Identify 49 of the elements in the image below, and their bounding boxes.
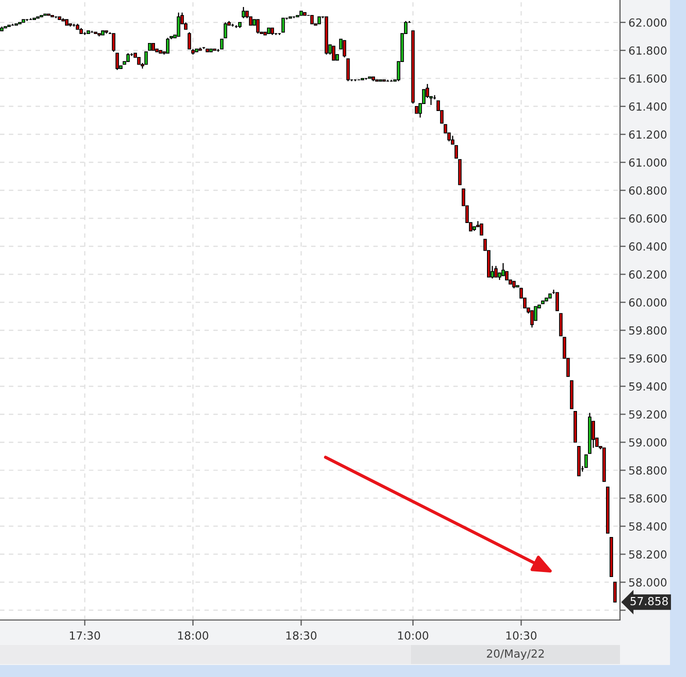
candlestick [346, 58, 350, 82]
candlestick [342, 40, 346, 58]
y-tick-label: 58.400 [629, 522, 666, 531]
y-tick-label: 59.800 [629, 326, 666, 335]
candlestick [501, 262, 505, 276]
candlestick [613, 582, 617, 603]
y-tick-label: 58.800 [629, 466, 666, 475]
candlestick [220, 38, 224, 50]
candlestick [224, 22, 228, 38]
candlestick [116, 52, 119, 71]
text: 57.858 [630, 596, 668, 606]
x-tick-label: 10:30 [506, 631, 536, 640]
y-tick-label: 58.600 [629, 494, 666, 503]
y-tick-label: 61.200 [629, 130, 666, 139]
candlestick [559, 313, 563, 336]
candlestick [242, 6, 246, 19]
y-tick-label: 62.000 [629, 18, 666, 27]
candlestick [556, 292, 559, 312]
y-tick-label: 59.600 [629, 354, 666, 363]
y-tick-label: 61.600 [629, 74, 666, 83]
y-tick-label: 60.200 [629, 270, 666, 279]
candlestick [281, 18, 285, 33]
x-tick-label: 10:00 [398, 631, 428, 640]
y-tick-label: 58.200 [629, 550, 666, 559]
y-tick-label: 61.800 [629, 46, 666, 55]
candlestick [144, 51, 148, 65]
y-tick-label: 60.600 [629, 214, 666, 223]
x-tick-label: 18:30 [286, 631, 316, 640]
y-tick-label: 59.400 [629, 382, 666, 391]
candlestick [256, 19, 260, 34]
y-tick-label: 60.400 [629, 242, 666, 251]
candlestick [480, 224, 484, 236]
y-tick-label: 60.800 [629, 186, 666, 195]
candlestick [332, 46, 336, 61]
y-tick-label: 61.000 [629, 158, 666, 167]
candlestick [454, 145, 458, 159]
x-tick-label: 18:00 [178, 631, 208, 640]
candlestick [534, 306, 538, 321]
candlestick [494, 265, 498, 278]
y-tick-label: 58.000 [629, 578, 666, 587]
y-tick-label: 60.000 [629, 298, 666, 307]
y-tick-label: 59.200 [629, 410, 666, 419]
candlestick [166, 37, 170, 54]
candlestick [112, 33, 116, 52]
x-tick-label: 17:30 [70, 631, 100, 640]
y-tick-label: 61.400 [629, 102, 666, 111]
text: 20/May/22 [486, 649, 544, 660]
candlestick [584, 454, 588, 468]
y-tick-label: 59.000 [629, 438, 666, 447]
